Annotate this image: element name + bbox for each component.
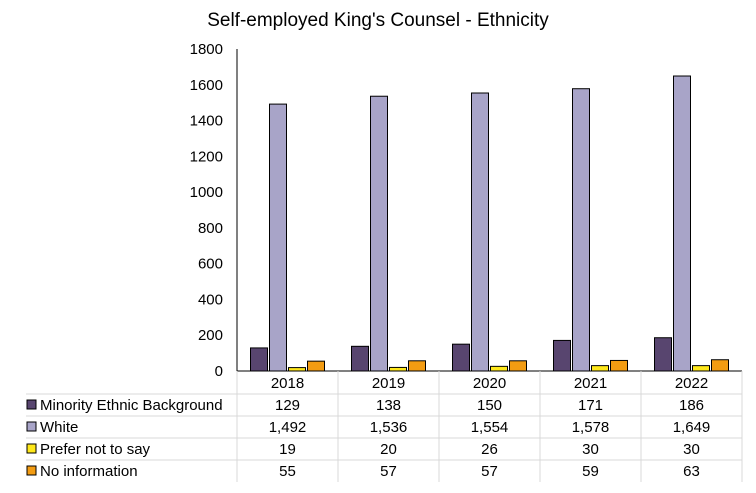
data-label: 1,492 xyxy=(269,419,307,436)
data-label: 20 xyxy=(380,441,397,458)
data-label: 57 xyxy=(481,463,498,480)
bar-no-information-2022 xyxy=(711,359,729,372)
y-tick-label: 400 xyxy=(198,291,223,308)
y-tick-label: 1000 xyxy=(190,184,223,201)
bar-minority-ethnic-background-2018 xyxy=(250,347,268,372)
data-label: 63 xyxy=(683,463,700,480)
y-tick-label: 1200 xyxy=(190,148,223,165)
legend-key-prefer-not-to-say xyxy=(26,443,37,454)
x-tick-label-2022: 2022 xyxy=(675,375,708,392)
legend-label-no-information: No information xyxy=(40,463,138,480)
data-label: 129 xyxy=(275,397,300,414)
legend-key-white xyxy=(26,421,37,432)
bar-prefer-not-to-say-2018 xyxy=(288,367,306,372)
data-label: 186 xyxy=(679,397,704,414)
bar-prefer-not-to-say-2019 xyxy=(389,366,407,372)
data-label: 57 xyxy=(380,463,397,480)
bar-prefer-not-to-say-2022 xyxy=(692,365,710,372)
data-label: 138 xyxy=(376,397,401,414)
bar-minority-ethnic-background-2021 xyxy=(553,339,571,372)
y-tick-label: 1600 xyxy=(190,77,223,94)
bar-white-2020 xyxy=(471,92,489,372)
legend-key-minority-ethnic-background xyxy=(26,399,37,410)
bar-minority-ethnic-background-2019 xyxy=(351,345,369,372)
data-label: 55 xyxy=(279,463,296,480)
data-label: 1,578 xyxy=(572,419,610,436)
bar-white-2018 xyxy=(269,103,287,372)
data-label: 1,536 xyxy=(370,419,408,436)
y-tick-label: 600 xyxy=(198,256,223,273)
data-label: 19 xyxy=(279,441,296,458)
data-label: 171 xyxy=(578,397,603,414)
y-tick-label: 800 xyxy=(198,220,223,237)
bar-white-2021 xyxy=(572,88,590,372)
bar-prefer-not-to-say-2021 xyxy=(591,365,609,372)
bar-prefer-not-to-say-2020 xyxy=(490,365,508,372)
bar-white-2019 xyxy=(370,95,388,372)
x-tick-label-2018: 2018 xyxy=(271,375,304,392)
x-tick-label-2019: 2019 xyxy=(372,375,405,392)
bar-no-information-2018 xyxy=(307,360,325,372)
x-tick-label-2020: 2020 xyxy=(473,375,506,392)
legend-key-no-information xyxy=(26,465,37,476)
legend-label-white: White xyxy=(40,419,78,436)
legend-label-prefer-not-to-say: Prefer not to say xyxy=(40,441,151,458)
bar-minority-ethnic-background-2020 xyxy=(452,343,470,372)
y-tick-label: 0 xyxy=(215,363,223,380)
bar-no-information-2021 xyxy=(610,359,628,372)
y-tick-label: 1400 xyxy=(190,113,223,130)
data-label: 1,554 xyxy=(471,419,509,436)
bar-no-information-2019 xyxy=(408,360,426,372)
data-label: 59 xyxy=(582,463,599,480)
x-tick-label-2021: 2021 xyxy=(574,375,607,392)
bar-no-information-2020 xyxy=(509,360,527,372)
bar-minority-ethnic-background-2022 xyxy=(654,337,672,372)
data-label: 1,649 xyxy=(673,419,711,436)
bar-white-2022 xyxy=(673,75,691,372)
data-label: 26 xyxy=(481,441,498,458)
data-label: 30 xyxy=(582,441,599,458)
y-tick-label: 1800 xyxy=(190,41,223,58)
legend-label-minority-ethnic-background: Minority Ethnic Background xyxy=(40,397,223,414)
chart-title: Self-employed King's Counsel - Ethnicity xyxy=(207,10,549,31)
data-label: 30 xyxy=(683,441,700,458)
data-label: 150 xyxy=(477,397,502,414)
y-tick-label: 200 xyxy=(198,327,223,344)
